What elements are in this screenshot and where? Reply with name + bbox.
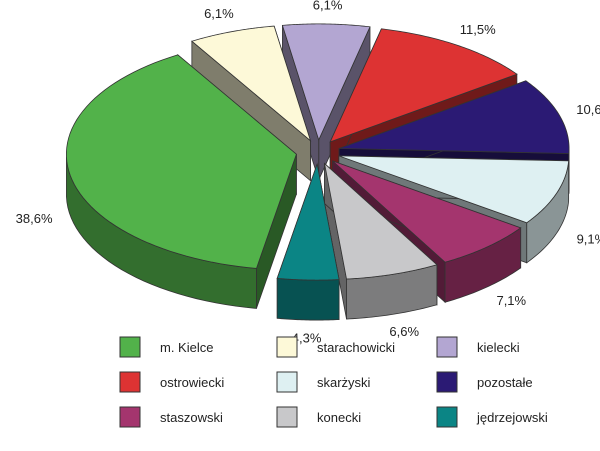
data-label-konecki: 6,6% (389, 324, 419, 339)
legend-label-pozostale: pozostałe (477, 375, 533, 390)
data-label-starachowicki: 6,1% (204, 6, 234, 21)
legend-item-skarzyski: skarżyski (277, 372, 371, 392)
legend-label-starachowicki: starachowicki (317, 340, 395, 355)
legend-item-starachowicki: starachowicki (277, 337, 395, 357)
legend: m. Kielce ostrowiecki staszowski starachowi… (120, 337, 548, 427)
legend-item-staszowski: staszowski (120, 407, 223, 427)
data-label-staszowski: 7,1% (496, 293, 526, 308)
legend-swatch-skarzyski (277, 372, 297, 392)
legend-swatch-konecki (277, 407, 297, 427)
slice-wall-jedrzejowski (277, 278, 339, 320)
data-label-kielecki: 6,1% (313, 0, 343, 12)
legend-label-konecki: konecki (317, 410, 361, 425)
legend-label-skarzyski: skarżyski (317, 375, 371, 390)
legend-swatch-ostrowiecki (120, 372, 140, 392)
data-label-ostrowiecki: 11,5% (460, 22, 496, 37)
legend-item-kielecki: kielecki (437, 337, 520, 357)
data-label-pozostale: 10,6% (576, 102, 600, 117)
legend-item-ostrowiecki: ostrowiecki (120, 372, 224, 392)
legend-item-konecki: konecki (277, 407, 361, 427)
legend-label-staszowski: staszowski (160, 410, 223, 425)
legend-label-kielecki: kielecki (477, 340, 520, 355)
legend-swatch-starachowicki (277, 337, 297, 357)
legend-label-ostrowiecki: ostrowiecki (160, 375, 224, 390)
data-label-m-kielce: 38,6% (16, 211, 53, 226)
legend-item-pozostale: pozostałe (437, 372, 533, 392)
legend-label-m-kielce: m. Kielce (160, 340, 213, 355)
data-label-skarzyski: 9,1% (577, 231, 600, 246)
legend-swatch-jedrzejowski (437, 407, 457, 427)
legend-item-jedrzejowski: jędrzejowski (437, 407, 548, 427)
legend-label-jedrzejowski: jędrzejowski (476, 410, 548, 425)
legend-swatch-staszowski (120, 407, 140, 427)
legend-swatch-m-kielce (120, 337, 140, 357)
legend-swatch-pozostale (437, 372, 457, 392)
legend-swatch-kielecki (437, 337, 457, 357)
legend-item-m-kielce: m. Kielce (120, 337, 213, 357)
